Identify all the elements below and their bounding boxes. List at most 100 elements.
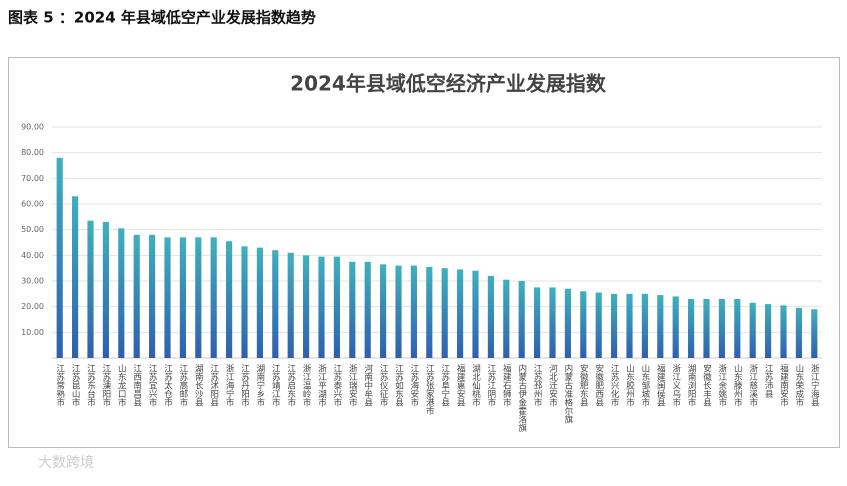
x-tick-label: 湖南宁乡市	[255, 364, 265, 407]
bar	[87, 220, 94, 358]
chart-title: 2024年县域低空经济产业发展指数	[290, 72, 607, 96]
x-tick-label: 江苏如东县	[394, 364, 404, 407]
x-tick-label: 江苏高邮市	[178, 364, 188, 407]
watermark: 大数跨境	[38, 455, 94, 471]
x-tick-label: 江苏阜宁县	[440, 364, 450, 407]
bar	[641, 293, 648, 358]
bar	[518, 281, 525, 358]
x-tick-label: 安徽长丰县	[702, 363, 712, 407]
bar	[303, 255, 310, 358]
bar	[811, 309, 818, 358]
bar	[487, 275, 494, 358]
x-tick-label: 江苏邳州市	[532, 364, 542, 407]
bar	[718, 298, 725, 358]
bar	[657, 295, 664, 358]
x-tick-label: 浙江海宁市	[224, 363, 234, 407]
x-tick-label: 浙江慈溪市	[748, 363, 758, 407]
x-tick-label: 福建石狮市	[501, 363, 511, 407]
x-tick-label: 山东龙口市	[116, 363, 126, 407]
bar	[703, 298, 710, 358]
bar	[195, 237, 202, 358]
x-tick-label: 浙江瑞安市	[347, 363, 357, 407]
bar	[210, 237, 217, 358]
x-tick-label: 江苏海安市	[409, 364, 419, 407]
x-tick-label: 江苏溧阳市	[101, 364, 111, 407]
bar	[472, 270, 479, 358]
bar	[410, 265, 417, 358]
bar	[626, 293, 633, 358]
x-tick-label: 湖南浏阳市	[686, 364, 696, 407]
y-tick-label: 10.00	[21, 328, 44, 337]
bar	[179, 237, 186, 358]
bar	[364, 261, 371, 358]
bar	[72, 196, 79, 358]
x-tick-label: 安徽肥东县	[578, 363, 588, 407]
y-tick-label: 40.00	[21, 251, 44, 260]
x-tick-label: 江苏沭阳县	[209, 364, 219, 407]
bar	[272, 250, 279, 358]
bar	[256, 247, 263, 358]
x-tick-label: 江苏启东市	[286, 364, 296, 407]
bar	[549, 287, 556, 358]
x-tick-label: 河南中牟县	[363, 363, 373, 407]
x-tick-label: 山东邹城市	[640, 363, 650, 407]
x-tick-label: 内蒙古准格尔旗	[563, 363, 573, 424]
y-tick-label: 50.00	[21, 225, 44, 234]
bar	[780, 305, 787, 358]
y-tick-label: 30.00	[21, 277, 44, 286]
x-tick-label: 福建惠安县	[455, 363, 465, 407]
page-heading: 图表 5 ：2024 年县域低空产业发展指数趋势	[8, 9, 316, 27]
bar	[226, 241, 233, 358]
bar	[333, 256, 340, 358]
bar	[734, 298, 741, 358]
bar	[534, 287, 541, 358]
x-tick-label: 江苏泰兴市	[332, 364, 342, 407]
bar	[611, 293, 618, 358]
bar	[133, 234, 140, 358]
bar	[795, 307, 802, 358]
x-tick-label: 福建闽侯县	[655, 363, 665, 407]
x-tick-label: 福建南安市	[779, 363, 789, 407]
x-tick-label: 江苏仪征市	[378, 364, 388, 407]
bar	[149, 234, 156, 358]
bar	[395, 265, 402, 358]
bar	[349, 261, 356, 358]
x-tick-label: 浙江温岭市	[301, 363, 311, 407]
bar	[380, 264, 387, 358]
x-tick-label: 山东荣成市	[794, 363, 804, 407]
y-tick-label: 60.00	[21, 200, 44, 209]
x-tick-label: 浙江宁海县	[809, 363, 819, 407]
bar	[595, 292, 602, 358]
x-tick-label: 江苏昆山市	[70, 364, 80, 407]
bar	[102, 221, 109, 358]
x-tick-label: 江苏张家港市	[424, 364, 434, 416]
bar	[503, 279, 510, 358]
x-tick-label: 江苏常熟市	[55, 364, 65, 407]
y-tick-label: 20.00	[21, 302, 44, 311]
bar	[749, 302, 756, 358]
bar	[564, 288, 571, 358]
bar	[118, 228, 125, 358]
bar	[241, 246, 248, 358]
x-tick-label: 浙江义乌市	[671, 363, 681, 407]
x-tick-label: 江苏沛县	[763, 364, 773, 399]
bar	[426, 266, 433, 358]
y-tick-label: 90.00	[21, 123, 44, 132]
y-tick-label: 70.00	[21, 174, 44, 183]
x-tick-label: 湖南长沙县	[193, 364, 203, 407]
x-tick-label: 江苏靖江市	[270, 364, 280, 407]
x-tick-label: 江苏东台市	[86, 364, 96, 407]
x-tick-label: 内蒙古伊金霍洛旗	[517, 363, 527, 433]
x-tick-label: 湖北仙桃市	[471, 364, 481, 407]
x-tick-label: 山东胶州市	[625, 363, 635, 407]
x-tick-label: 安徽肥西县	[594, 363, 604, 407]
x-tick-label: 江苏丹阳市	[240, 364, 250, 407]
bar	[318, 256, 325, 358]
y-tick-label: 80.00	[21, 148, 44, 157]
bar	[580, 291, 587, 358]
bar	[56, 157, 63, 358]
bar	[441, 268, 448, 358]
x-tick-label: 江苏江阴市	[486, 364, 496, 407]
